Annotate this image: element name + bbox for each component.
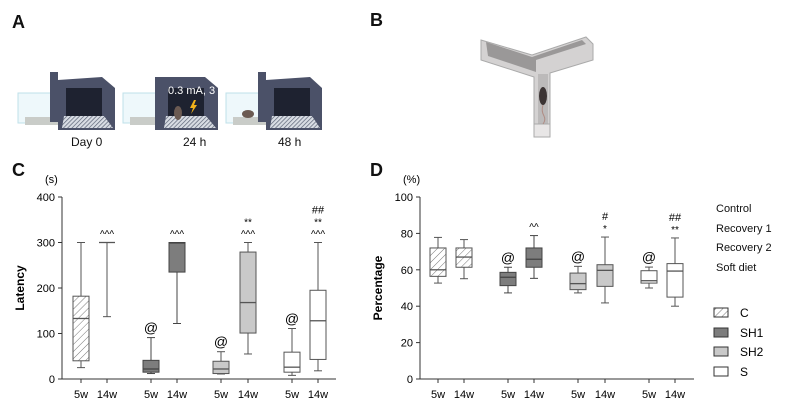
significance-mark: ## (669, 212, 682, 224)
chamber-24h (122, 77, 218, 130)
box-s (283, 351, 301, 373)
panel-letter-b: B (370, 10, 383, 30)
stage-label-48h: 48 h (278, 135, 302, 149)
significance-mark: @ (642, 249, 656, 265)
y-tick-label: 20 (401, 338, 413, 350)
significance-mark: ** (314, 218, 322, 229)
box-sh2 (569, 272, 587, 291)
legend-label-sh1: SH1 (740, 326, 764, 340)
x-tick-label: 14w (454, 389, 474, 401)
legend-condition-soft-diet: Soft diet (716, 261, 757, 274)
y-unit: (s) (45, 174, 58, 186)
x-tick-label: 14w (97, 389, 117, 401)
y-tick-label: 60 (401, 265, 413, 277)
x-tick-label: 14w (665, 389, 685, 401)
box-sh2 (596, 264, 614, 287)
legend-swatch-s (713, 366, 729, 377)
shock-label: 0.3 mA, 3 s (168, 85, 224, 97)
x-tick-label: 5w (501, 389, 515, 401)
significance-mark: ^^ (529, 223, 539, 234)
y-tick-label: 40 (401, 301, 413, 313)
group-legend: C SH1 SH2 S (713, 306, 764, 379)
significance-mark: ** (671, 225, 679, 236)
y-tick-label: 0 (407, 374, 413, 386)
x-tick-label: 14w (595, 389, 615, 401)
box-sh1 (499, 271, 517, 287)
significance-mark: @ (144, 320, 158, 336)
legend-condition-recovery1: Recovery 1 (716, 222, 772, 235)
y-axis-label: Latency (13, 265, 27, 311)
significance-mark: # (602, 211, 609, 223)
legend-swatch-c (713, 307, 729, 318)
legend-condition-recovery2: Recovery 2 (716, 242, 772, 254)
panel-letter-a: A (12, 12, 25, 32)
x-tick-label: 5w (571, 389, 585, 401)
y-axis-label: Percentage (371, 255, 385, 320)
mouse-icon (242, 110, 254, 118)
latency-box-plot: 0 100 200 300 400 (s) Latency 5w 14w ^^^ 5w @14w ^^^… (13, 174, 336, 401)
legend-label-sh2: SH2 (740, 345, 764, 359)
x-tick-label: 5w (285, 389, 299, 401)
y-maze-illustration (480, 36, 594, 138)
stage-label-24h: 24 h (183, 135, 207, 149)
legend-label-s: S (740, 365, 748, 379)
y-tick-label: 0 (49, 374, 55, 386)
condition-legend: Control Recovery 1 Recovery 2 Soft diet (716, 200, 772, 278)
legend-label-c: C (740, 306, 749, 320)
significance-mark: @ (285, 310, 299, 326)
box-sh1 (142, 359, 160, 373)
y-tick-label: 400 (37, 192, 55, 204)
mouse-icon (174, 106, 182, 120)
x-tick-label: 5w (144, 389, 158, 401)
y-tick-label: 80 (401, 228, 413, 240)
chamber-day0 (17, 72, 115, 130)
x-tick-label: 14w (524, 389, 544, 401)
box-s (309, 289, 327, 360)
panel-letter-d: D (370, 160, 383, 180)
legend-swatch-sh2 (713, 346, 729, 357)
box-sh1 (168, 242, 186, 273)
significance-mark: ^^^ (311, 230, 325, 241)
box-c (72, 295, 90, 362)
y-tick-label: 300 (37, 238, 55, 250)
stage-label-day0: Day 0 (71, 135, 103, 149)
significance-mark: @ (501, 249, 515, 265)
mouse-icon (539, 87, 547, 105)
y-tick-label: 100 (37, 329, 55, 341)
x-tick-label: 5w (214, 389, 228, 401)
box-c (429, 247, 447, 277)
x-tick-label: 14w (308, 389, 328, 401)
passive-avoidance-illustration (17, 72, 322, 130)
significance-mark: ^^^ (100, 230, 114, 241)
panel-letter-c: C (12, 160, 25, 180)
significance-mark: ^^^ (241, 230, 255, 241)
chamber-48h (225, 72, 322, 130)
box-sh2 (212, 360, 230, 375)
box-s (640, 270, 658, 284)
significance-mark: @ (214, 334, 228, 350)
y-unit: (%) (403, 174, 420, 186)
box-sh2 (239, 251, 257, 334)
legend-condition-control: Control (716, 203, 752, 215)
box-sh1 (525, 247, 543, 268)
percentage-box-plot: 0 20 40 60 80 100 (%) Percentage 5w 14w 5w @14w ^^ 5w… (371, 174, 694, 401)
significance-mark: ## (312, 205, 325, 217)
y-tick-label: 200 (37, 283, 55, 295)
x-tick-label: 5w (642, 389, 656, 401)
x-tick-label: 5w (74, 389, 88, 401)
x-tick-label: 14w (238, 389, 258, 401)
significance-mark: * (603, 224, 607, 235)
significance-mark: ^^^ (170, 230, 184, 241)
legend-swatch-sh1 (713, 327, 729, 338)
y-tick-label: 100 (395, 192, 413, 204)
x-tick-label: 5w (431, 389, 445, 401)
significance-mark: @ (571, 248, 585, 264)
box-s (666, 263, 684, 298)
lightning-icon (190, 100, 197, 114)
x-tick-label: 14w (167, 389, 187, 401)
significance-mark: ** (244, 218, 252, 229)
